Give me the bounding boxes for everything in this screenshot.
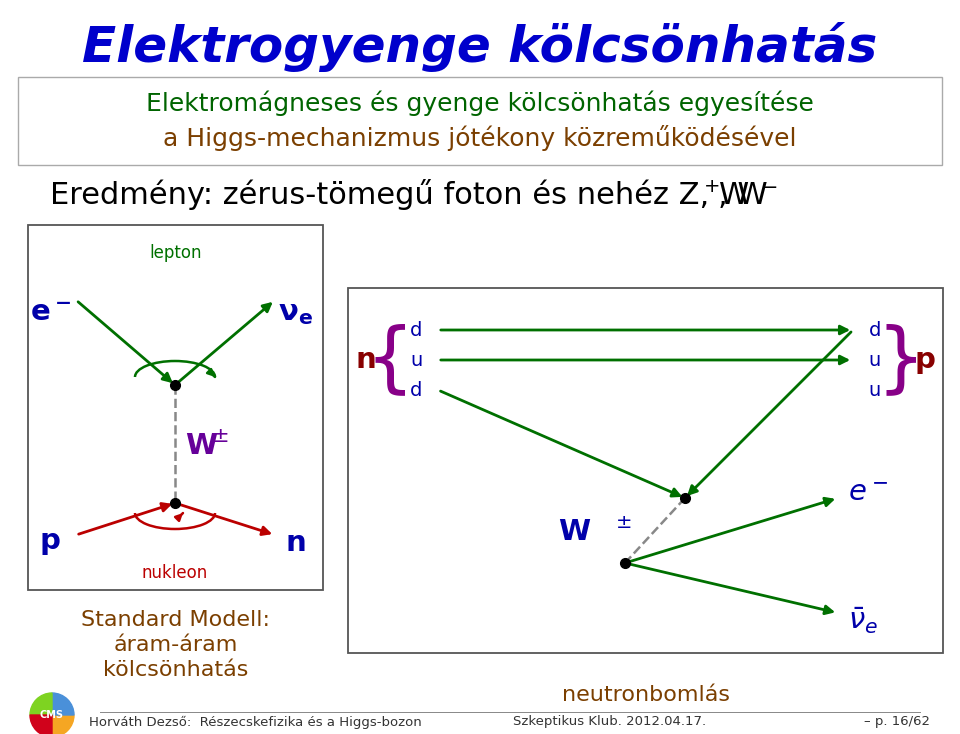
Wedge shape [30, 693, 52, 715]
Text: −: − [762, 178, 779, 197]
Text: Szkeptikus Klub. 2012.04.17.: Szkeptikus Klub. 2012.04.17. [514, 716, 707, 729]
Text: d: d [869, 321, 881, 340]
Text: }: } [876, 323, 925, 397]
Text: neutronbomlás: neutronbomlás [562, 685, 730, 705]
Text: $\bar{\nu}_e$: $\bar{\nu}_e$ [848, 606, 878, 636]
Text: áram-áram: áram-áram [113, 635, 238, 655]
Text: Elektromágneses és gyenge kölcsönhatás egyesítése: Elektromágneses és gyenge kölcsönhatás e… [146, 90, 814, 116]
Text: – p. 16/62: – p. 16/62 [864, 716, 930, 729]
Text: W: W [558, 518, 590, 546]
Text: Eredmény: zérus-tömegű foton és nehéz Z, W: Eredmény: zérus-tömegű foton és nehéz Z,… [50, 180, 749, 211]
Text: , W: , W [718, 181, 768, 209]
Text: W: W [185, 432, 217, 460]
Text: $\mathbf{\nu_e}$: $\mathbf{\nu_e}$ [277, 299, 313, 327]
Text: $\mathbf{n}$: $\mathbf{n}$ [285, 529, 305, 557]
Bar [28, 225, 323, 590]
Text: $\pm$: $\pm$ [615, 512, 632, 531]
Text: d: d [410, 380, 422, 399]
Text: {: { [366, 323, 415, 397]
Text: nukleon: nukleon [142, 564, 208, 582]
Text: d: d [410, 321, 422, 340]
Text: +: + [704, 178, 721, 197]
Text: $\mathbf{p}$: $\mathbf{p}$ [39, 529, 60, 557]
Text: Elektrogyenge kölcsönhatás: Elektrogyenge kölcsönhatás [83, 22, 877, 72]
Text: CMS: CMS [40, 710, 64, 720]
Text: $\mathbf{e^-}$: $\mathbf{e^-}$ [30, 299, 70, 327]
Text: kölcsönhatás: kölcsönhatás [103, 660, 249, 680]
Bar [348, 288, 943, 653]
Wedge shape [30, 715, 52, 734]
Text: lepton: lepton [149, 244, 202, 262]
Wedge shape [52, 693, 74, 715]
Text: u: u [869, 380, 881, 399]
Text: p: p [915, 346, 935, 374]
Text: Horváth Dezső:  Részecskefizika és a Higgs-bozon: Horváth Dezső: Részecskefizika és a Higg… [88, 716, 421, 729]
Text: u: u [869, 351, 881, 369]
Text: a Higgs-mechanizmus jótékony közreműködésével: a Higgs-mechanizmus jótékony közreműködé… [163, 125, 797, 151]
Text: $e^-$: $e^-$ [848, 479, 888, 507]
Text: $\pm$: $\pm$ [211, 426, 228, 446]
Wedge shape [52, 715, 74, 734]
Bar [18, 77, 942, 165]
Text: n: n [355, 346, 376, 374]
Text: u: u [410, 351, 422, 369]
Text: Standard Modell:: Standard Modell: [81, 610, 270, 630]
